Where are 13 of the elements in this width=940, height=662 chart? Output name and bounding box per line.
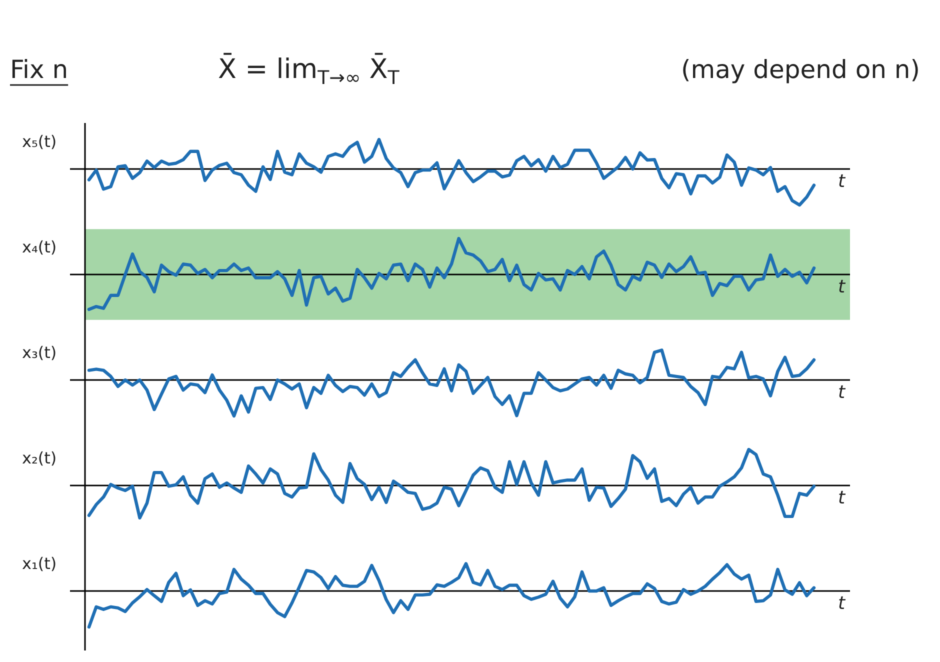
y-axis-title: x₃(t) — [22, 343, 57, 362]
x-axis-title: t — [838, 171, 846, 192]
y-axis-title: x₄(t) — [22, 238, 57, 256]
x-axis-title: t — [838, 593, 846, 614]
x-axis-title: t — [838, 488, 846, 508]
chart-title: X̄ = lim$_{T→∞}$ X̄$_{T}$ — [218, 52, 400, 89]
y-axis-title: x₂(t) — [22, 448, 57, 468]
y-axis-title: x₁(t) — [22, 554, 57, 573]
x-axis-title: t — [838, 276, 846, 298]
x-axis-title: t — [838, 382, 846, 403]
text: (may depend on n) — [680, 55, 920, 84]
text: Fix n — [10, 55, 68, 84]
y-axis-title: x₅(t) — [22, 132, 57, 151]
